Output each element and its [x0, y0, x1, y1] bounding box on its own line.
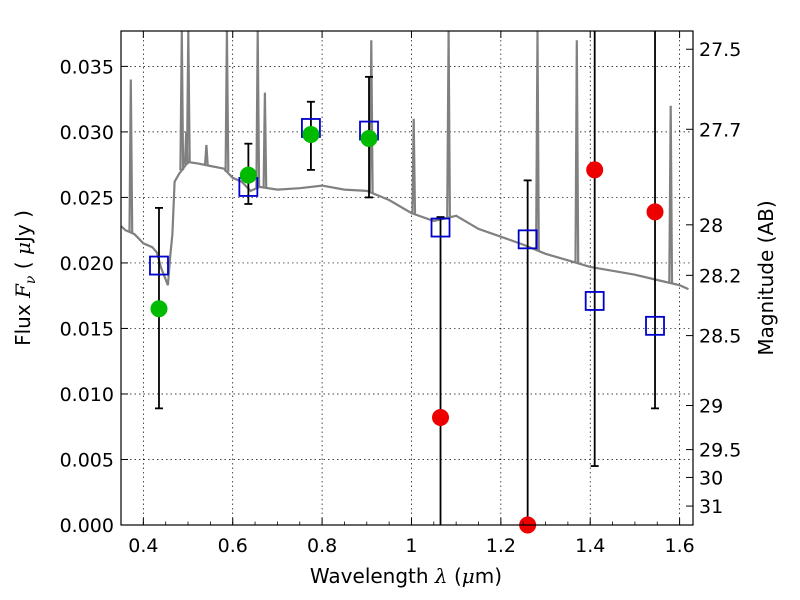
y-tick-label: 0.030	[60, 122, 114, 144]
emission-line	[535, 31, 540, 251]
y2-axis-label: Magnitude (AB)	[754, 200, 778, 355]
mag-tick-label: 29.5	[699, 440, 741, 462]
detection-point	[150, 300, 168, 318]
y-tick-label: 0.005	[60, 449, 114, 471]
model-photometry-square	[645, 315, 665, 336]
emission-line	[574, 40, 580, 263]
emission-line	[224, 31, 230, 172]
mag-tick-label: 30	[699, 467, 723, 489]
mag-tick-label: 29	[699, 395, 723, 417]
mag-tick-label: 28.5	[699, 326, 741, 348]
model-photometry-square	[584, 291, 605, 311]
mag-tick-label: 27.7	[699, 119, 741, 141]
model-photometry-square	[149, 255, 169, 276]
y-axis-label: Flux Fν ( μJy )	[11, 210, 39, 346]
emission-line	[255, 31, 261, 188]
emission-line	[179, 31, 185, 171]
model-photometry-square	[517, 229, 538, 250]
emission-line	[368, 40, 374, 193]
grid	[121, 31, 693, 526]
x-tick-label: 0.4	[128, 535, 158, 557]
emission-line	[262, 92, 268, 188]
y-tick-label: 0.025	[60, 187, 114, 209]
axes-ticks: 0.4 0.6 0.8 1 1.2 1.4 1.6 0.000 0.005 0.010 0.015 0…	[60, 31, 741, 557]
mag-tick-label: 28.2	[699, 265, 741, 287]
emission-line	[128, 79, 134, 233]
emission-line	[185, 31, 191, 163]
x-tick-label: 0.6	[218, 535, 248, 557]
detection-point	[239, 166, 257, 184]
x-tick-label: 1.2	[486, 535, 516, 557]
x-tick-label: 1.6	[664, 535, 694, 557]
mag-tick-label: 31	[699, 496, 723, 518]
y-tick-label: 0.020	[60, 253, 114, 275]
x-tick-label: 0.8	[307, 535, 337, 557]
model-photometry-squares	[149, 118, 665, 336]
x-axis-label: Wavelength λ (μm)	[310, 564, 502, 588]
continuum-line	[121, 160, 689, 291]
emission-line	[411, 118, 417, 214]
emission-line	[203, 144, 209, 166]
model-photometry-square	[430, 217, 451, 238]
x-tick-label: 1.4	[575, 535, 605, 557]
nondetection-point	[646, 203, 664, 221]
nondetection-point	[432, 409, 450, 427]
observed-points	[150, 126, 664, 534]
emission-line	[446, 31, 451, 218]
emission-line	[668, 105, 674, 284]
y-tick-label: 0.010	[60, 384, 114, 406]
detection-point	[360, 129, 378, 147]
model-spectrum	[121, 31, 689, 291]
y-tick-label: 0.015	[60, 318, 114, 340]
y-tick-label: 0.000	[60, 515, 114, 537]
plot-frame	[120, 30, 694, 526]
error-bars	[154, 31, 660, 525]
y-tick-label: 0.035	[60, 56, 114, 78]
x-tick-label: 1	[405, 535, 417, 557]
nondetection-point	[586, 161, 604, 179]
mag-tick-label: 28	[699, 215, 723, 237]
mag-tick-label: 27.5	[699, 39, 741, 61]
detection-point	[302, 126, 320, 144]
